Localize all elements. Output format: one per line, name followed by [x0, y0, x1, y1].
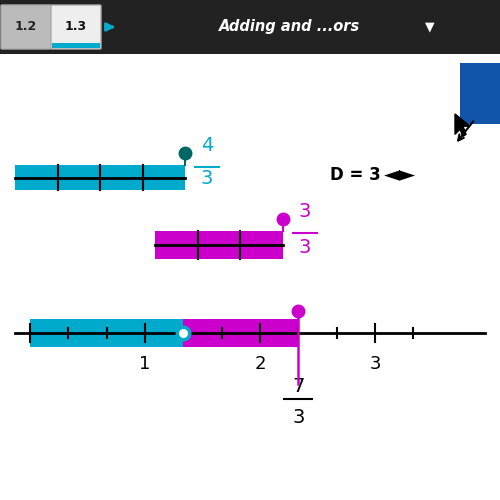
FancyBboxPatch shape — [51, 5, 101, 49]
Bar — [15, 165, 185, 190]
FancyBboxPatch shape — [1, 5, 51, 49]
Text: 1.2: 1.2 — [15, 20, 37, 34]
Text: ◄►: ◄► — [384, 165, 416, 185]
Text: 3: 3 — [298, 202, 310, 221]
Bar — [184, 319, 298, 348]
Text: 3: 3 — [369, 356, 381, 374]
Bar — [155, 231, 282, 258]
Text: 3: 3 — [201, 170, 213, 188]
Text: 1: 1 — [140, 356, 150, 374]
Text: 7: 7 — [292, 377, 304, 396]
Bar — [460, 63, 500, 124]
Text: D = 3: D = 3 — [330, 166, 381, 184]
Text: ▼: ▼ — [425, 20, 435, 34]
Polygon shape — [455, 114, 470, 136]
Text: Adding and ...ors: Adding and ...ors — [220, 20, 360, 34]
Text: 1.3: 1.3 — [65, 20, 87, 34]
Text: 4: 4 — [201, 136, 213, 154]
Bar — [30, 319, 184, 348]
Text: 3: 3 — [292, 408, 304, 427]
Text: 2: 2 — [254, 356, 266, 374]
Text: 3: 3 — [298, 238, 310, 256]
Bar — [52, 43, 100, 48]
